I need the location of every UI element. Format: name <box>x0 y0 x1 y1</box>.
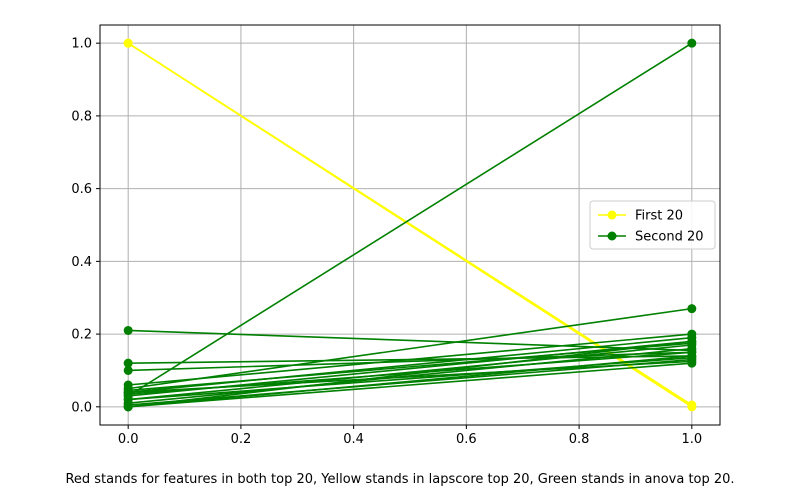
series-line <box>128 347 692 404</box>
legend-marker <box>607 231 617 241</box>
legend-label: First 20 <box>635 209 683 224</box>
series-line <box>127 42 693 406</box>
legend-label: Second 20 <box>635 230 704 245</box>
legend-box <box>589 200 716 250</box>
data-point <box>123 38 133 48</box>
legend-marker <box>607 210 617 220</box>
series-line <box>128 329 692 352</box>
legend-item: First 20 <box>598 209 683 224</box>
y-tick-label: 0.8 <box>71 109 92 124</box>
data-point <box>687 304 697 314</box>
series-line <box>127 42 693 397</box>
y-tick-label: 0.4 <box>71 255 92 270</box>
data-point <box>123 325 133 335</box>
series-line <box>128 351 692 395</box>
y-tick-label: 0.2 <box>71 328 92 343</box>
x-tick-label: 0.6 <box>456 432 477 447</box>
data-point <box>123 358 133 368</box>
data-point <box>123 402 133 412</box>
series-lines <box>123 38 697 412</box>
axis-ticks: 0.0 0.2 0.4 0.6 0.8 1.0 0.0 0.2 0.4 0.6 0.8 1.0 <box>71 37 702 447</box>
series-line <box>128 344 692 401</box>
x-tick-label: 1.0 <box>681 432 702 447</box>
data-point <box>123 385 133 395</box>
data-point <box>687 38 697 48</box>
data-point <box>123 395 133 405</box>
x-tick-label: 0.0 <box>118 432 139 447</box>
legend-item: Second 20 <box>598 230 704 245</box>
data-point <box>687 338 697 348</box>
x-tick-label: 0.8 <box>569 432 590 447</box>
plot-frame <box>99 24 721 426</box>
data-point <box>687 353 697 363</box>
data-point <box>687 400 697 410</box>
chart-caption: Red stands for features in both top 20, … <box>65 472 735 487</box>
line-chart: 0.0 0.2 0.4 0.6 0.8 1.0 0.0 0.2 0.4 0.6 0.8 1.0 Fir… <box>71 24 721 447</box>
series-line <box>128 333 692 386</box>
series-2 <box>123 38 697 412</box>
series-line <box>128 342 692 392</box>
series-line <box>128 351 692 372</box>
x-tick-label: 0.4 <box>343 432 364 447</box>
y-tick-label: 0.0 <box>71 400 92 415</box>
x-tick-label: 0.2 <box>231 432 252 447</box>
series-line <box>128 340 692 408</box>
legend: First 20 Second 20 <box>589 200 716 250</box>
series-line <box>128 307 692 390</box>
data-point <box>123 365 133 375</box>
series-line <box>128 356 692 401</box>
series-line <box>128 362 692 408</box>
y-tick-label: 1.0 <box>71 37 92 52</box>
y-tick-label: 0.6 <box>71 182 92 197</box>
